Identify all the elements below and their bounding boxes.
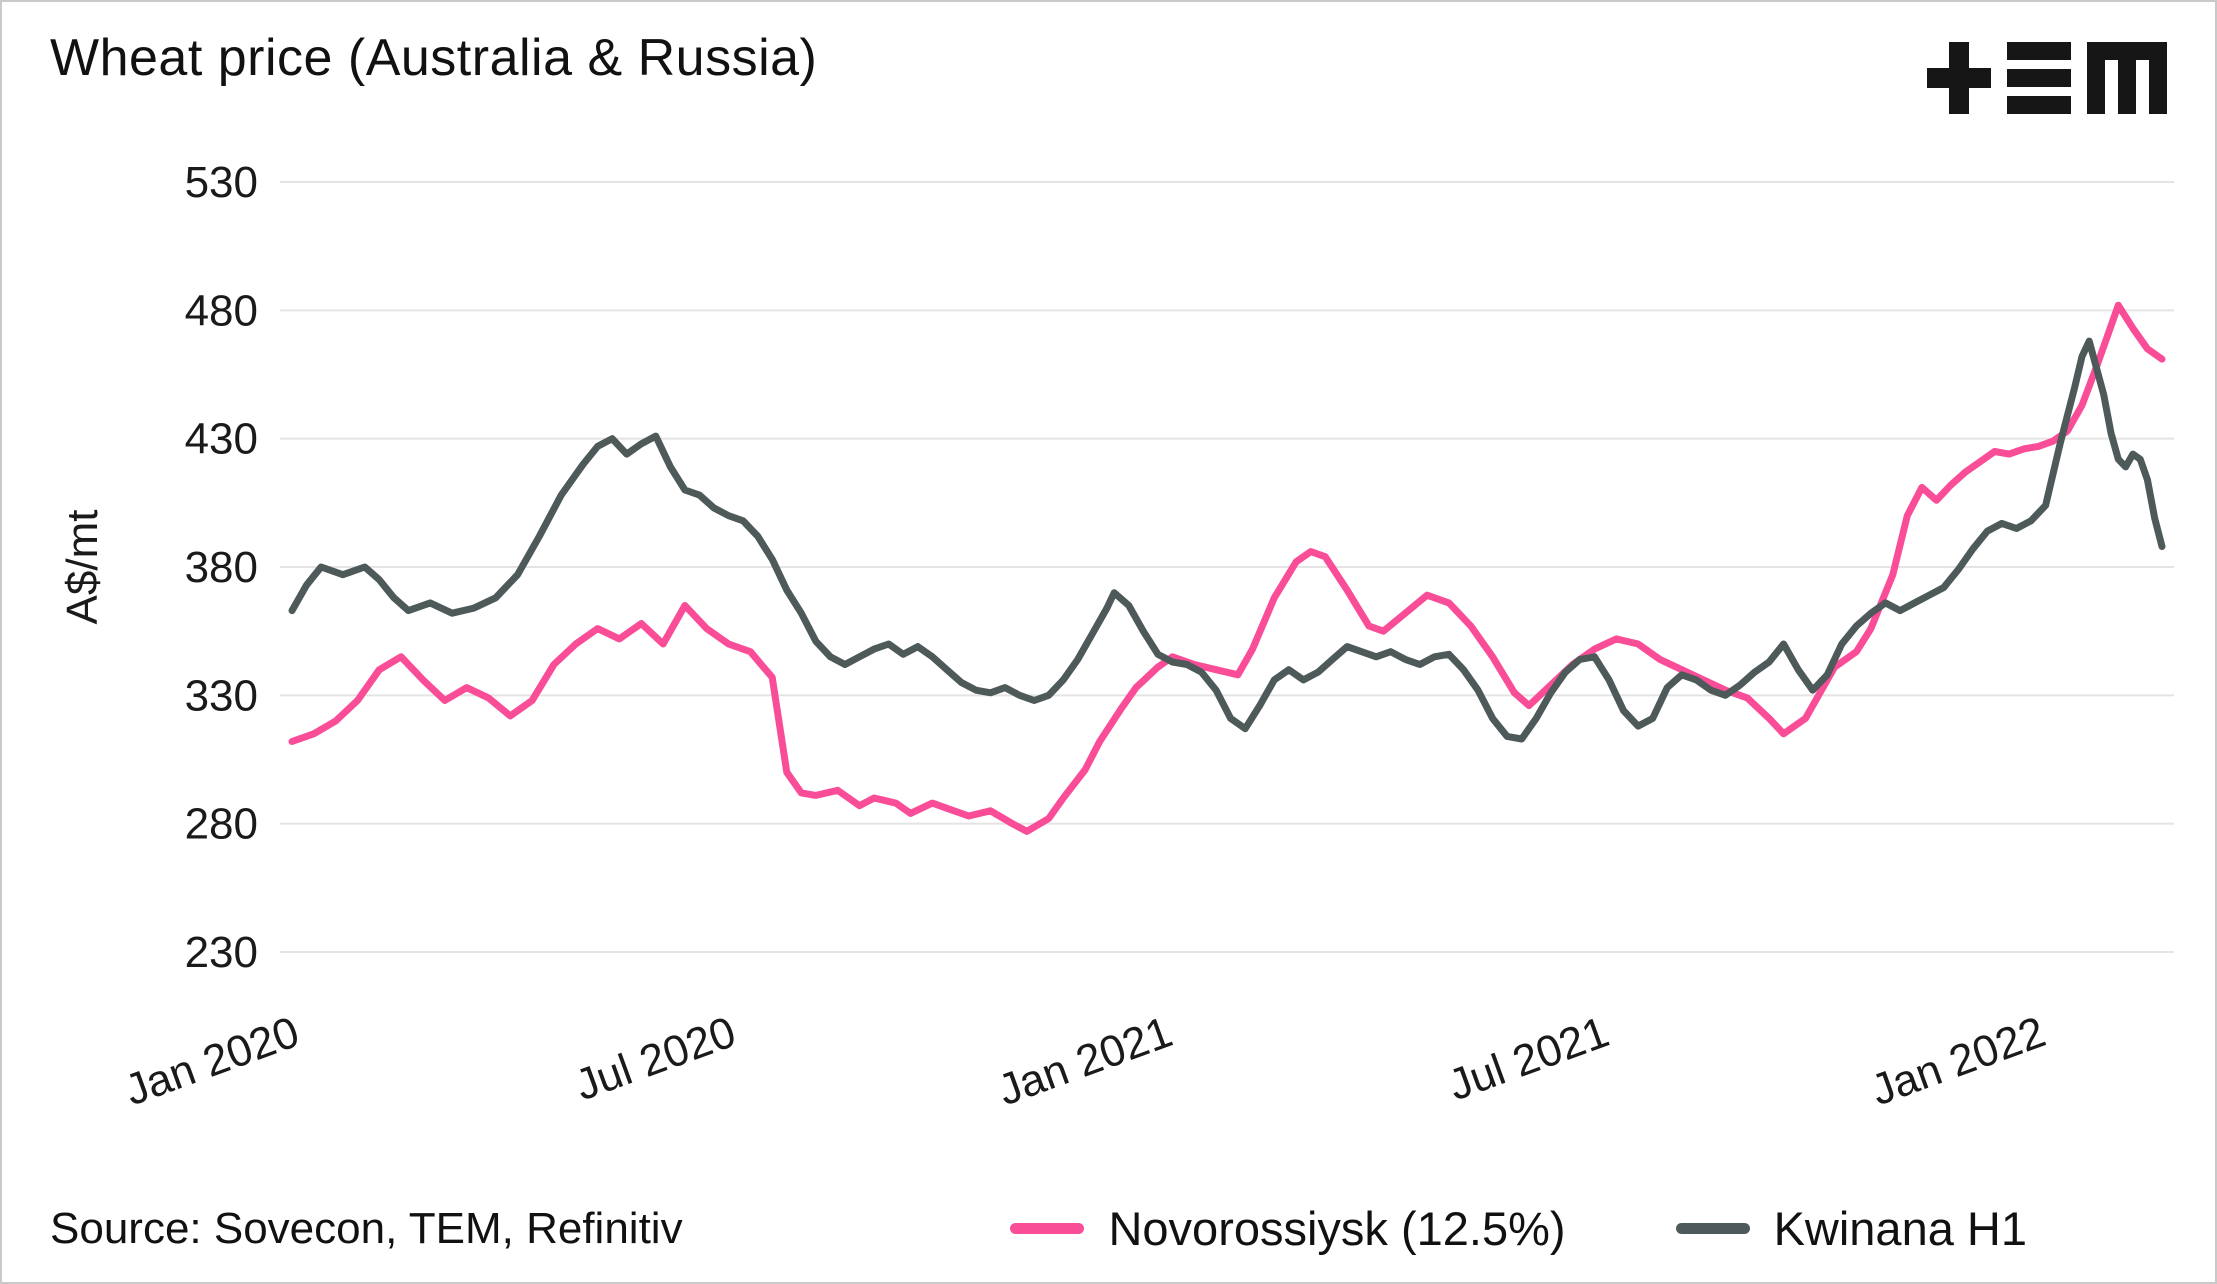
source-note: Source: Sovecon, TEM, Refinitiv — [50, 1203, 683, 1253]
y-tick-label: 430 — [185, 415, 258, 464]
x-tick-label: Jan 2020 — [119, 1007, 306, 1115]
legend-item-novorossiysk: Novorossiysk (12.5%) — [1010, 1201, 1566, 1256]
series-line-kwinana — [288, 337, 2166, 743]
y-tick-label: 230 — [185, 928, 258, 977]
series-line-novorossiysk — [288, 301, 2166, 835]
y-tick-label: 530 — [185, 158, 258, 207]
novorossiysk-line-swatch — [1010, 1223, 1085, 1234]
y-axis-label: A$/mt — [58, 510, 107, 625]
x-tick-label: Jul 2020 — [569, 1007, 742, 1110]
y-tick-label: 280 — [185, 800, 258, 849]
chart-footer: Source: Sovecon, TEM, Refinitiv Novoross… — [2, 1201, 2215, 1256]
logo-bars-icon — [2007, 42, 2071, 60]
legend-label: Kwinana H1 — [1773, 1202, 2027, 1255]
y-tick-label: 330 — [185, 671, 258, 720]
x-tick-label: Jul 2021 — [1442, 1007, 1615, 1110]
y-tick-label: 480 — [185, 286, 258, 335]
x-tick-label: Jan 2022 — [1865, 1007, 2052, 1115]
legend-item-kwinana: Kwinana H1 — [1675, 1201, 2027, 1256]
y-tick-label: 380 — [185, 543, 258, 592]
kwinana-line-swatch — [1675, 1223, 1750, 1234]
tem-logo — [1927, 42, 2167, 114]
legend-label: Novorossiysk (12.5%) — [1108, 1202, 1566, 1255]
x-tick-label: Jan 2021 — [992, 1007, 1179, 1115]
legend: Novorossiysk (12.5%) Kwinana H1 — [1010, 1201, 2167, 1256]
page-title: Wheat price (Australia & Russia) — [50, 29, 818, 87]
